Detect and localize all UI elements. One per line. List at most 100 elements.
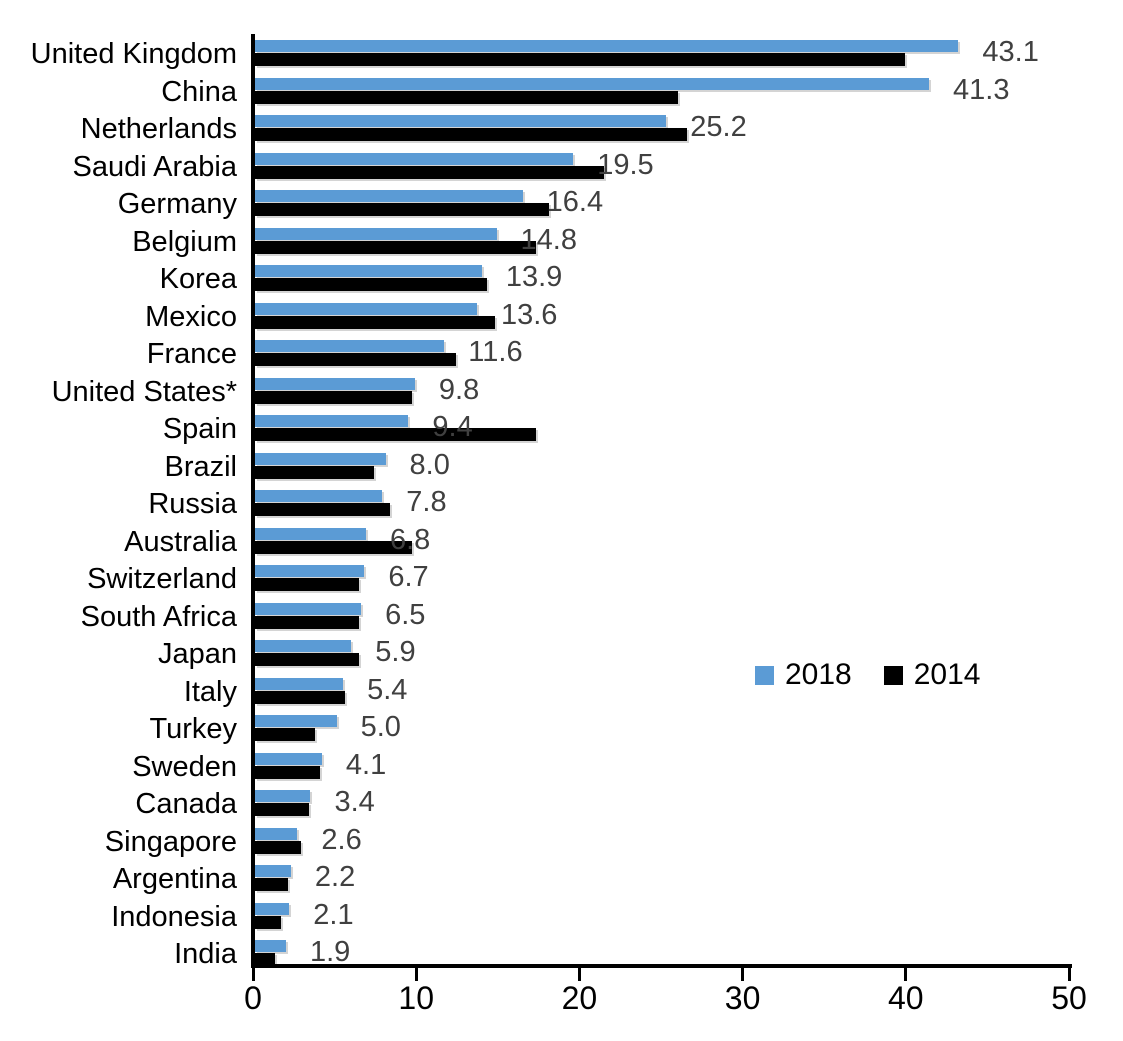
bar-2014 (255, 915, 282, 929)
bar-2018 (255, 527, 366, 540)
category-label: Canada (135, 788, 237, 820)
bar-2014 (255, 278, 487, 291)
legend: 2018 2014 (755, 658, 981, 692)
bar-2014 (255, 165, 605, 179)
bar-2014 (255, 840, 301, 854)
category-label: Spain (162, 413, 237, 445)
category-label: Turkey (149, 713, 237, 745)
bar-2014 (255, 390, 412, 404)
value-label: 19.5 (597, 148, 654, 181)
category-label: Brazil (164, 450, 237, 483)
value-label: 7.8 (406, 486, 447, 518)
category-label: Indonesia (111, 900, 237, 933)
x-tick-mark (904, 968, 908, 981)
legend-swatch-2018 (755, 665, 774, 685)
bar-2018 (255, 565, 365, 577)
value-label: 16.4 (546, 186, 604, 218)
category-label: Australia (124, 525, 237, 558)
bar-2014 (255, 465, 375, 479)
x-tick-label: 40 (888, 980, 924, 1016)
bar-2014 (255, 90, 678, 104)
bar-2014 (255, 503, 391, 516)
category-label: Saudi Arabia (72, 150, 237, 183)
bar-2014 (255, 53, 905, 66)
bar-2018 (255, 115, 667, 127)
category-label: Korea (159, 263, 237, 295)
category-label: Netherlands (80, 113, 237, 145)
x-tick-label: 10 (398, 980, 434, 1016)
value-label: 9.4 (432, 411, 473, 443)
bar-2014 (255, 578, 360, 591)
category-label: United States* (51, 375, 237, 408)
bar-2018 (255, 77, 930, 90)
value-label: 2.6 (321, 823, 362, 856)
value-label: 11.6 (468, 336, 523, 368)
category-label: Germany (117, 188, 237, 220)
category-label: Italy (183, 675, 237, 708)
bar-2018 (255, 640, 352, 652)
value-label: 5.0 (360, 711, 401, 743)
bar-2014 (255, 690, 345, 704)
bar-2014 (255, 240, 536, 254)
value-label: 9.8 (438, 373, 480, 406)
value-label: 6.7 (388, 561, 429, 593)
bar-2014 (255, 353, 456, 366)
category-label: Switzerland (87, 563, 237, 595)
bar-2014 (255, 315, 495, 329)
legend-label-2014: 2014 (913, 658, 981, 691)
value-label: 5.4 (367, 673, 408, 706)
x-tick-label: 20 (561, 980, 598, 1016)
value-label: 6.5 (385, 598, 426, 631)
value-label: 14.8 (520, 223, 577, 256)
bar-2014 (255, 878, 288, 891)
bar-2018 (255, 902, 290, 915)
x-tick-label: 30 (724, 980, 761, 1016)
bar-2018 (255, 940, 286, 952)
bar-2014 (255, 953, 275, 966)
bar-2018 (255, 190, 523, 202)
x-tick-label: 0 (244, 980, 262, 1016)
bar-2018 (255, 415, 409, 427)
bar-2018 (255, 302, 477, 315)
legend-swatch-2014 (883, 665, 903, 685)
bar-2014 (255, 615, 360, 629)
x-tick-mark (741, 968, 745, 981)
legend-label-2018: 2018 (785, 658, 852, 691)
bar-2018 (255, 827, 298, 840)
bar-2018 (255, 340, 445, 352)
y-axis-line (251, 34, 255, 968)
x-tick-mark (414, 968, 418, 981)
value-label: 2.1 (313, 898, 354, 931)
bar-2018 (255, 602, 362, 615)
category-label: Argentina (112, 863, 237, 895)
bar-2018 (255, 752, 322, 765)
bar-2014 (255, 203, 549, 216)
value-label: 5.9 (375, 636, 416, 668)
bar-2018 (255, 715, 337, 727)
x-tick-mark (577, 968, 581, 981)
bar-2014 (255, 803, 309, 816)
bar-2018 (255, 790, 311, 802)
value-label: 41.3 (953, 73, 1010, 106)
x-axis-line (251, 964, 1072, 968)
category-label: China (161, 75, 237, 108)
bar-2018 (255, 40, 959, 52)
value-label: 43.1 (982, 36, 1039, 68)
value-label: 6.8 (389, 523, 431, 556)
bar-2018 (255, 452, 386, 465)
category-label: South Africa (80, 600, 237, 633)
x-tick-label: 50 (1051, 980, 1087, 1016)
bar-2018 (255, 865, 291, 877)
value-label: 13.9 (505, 261, 563, 293)
category-label: Japan (157, 638, 237, 670)
bar-2018 (255, 265, 482, 277)
bar-2018 (255, 677, 344, 690)
category-label: Sweden (132, 750, 237, 783)
bar-2014 (255, 728, 316, 741)
bar-2014 (255, 128, 688, 141)
category-label: Singapore (104, 825, 237, 858)
value-label: 8.0 (409, 448, 450, 481)
category-label: United Kingdom (30, 38, 237, 70)
bar-2018 (255, 490, 383, 502)
